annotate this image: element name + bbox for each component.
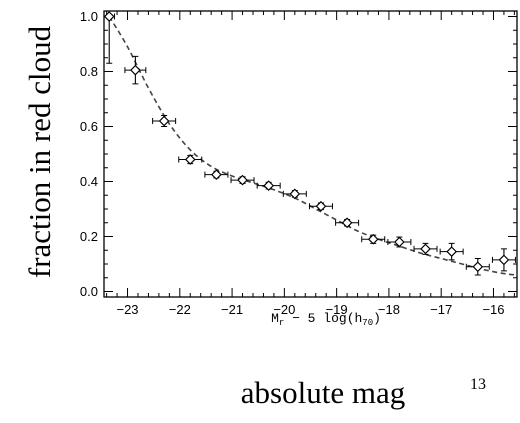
- y-tick-label: 1.0: [80, 9, 98, 24]
- diamond-marker: [211, 169, 222, 180]
- x-tick-label: −16: [482, 302, 504, 317]
- x-tick-label: −19: [326, 302, 348, 317]
- caption: absolute mag: [241, 375, 405, 410]
- data-point: [152, 115, 177, 127]
- diamond-marker: [263, 180, 275, 191]
- x-tick-label: −22: [169, 302, 191, 317]
- diamond-marker: [104, 11, 115, 22]
- y-tick-label: 0.4: [80, 174, 98, 189]
- data-point: [104, 11, 115, 64]
- diamond-marker: [130, 64, 141, 76]
- data-point: [387, 236, 412, 248]
- axes: −23 −22 −21 −20 −19 −18 −17 −16 0.0 0.2 0.4 0.6 0.8 1…: [80, 9, 518, 317]
- data-point: [204, 169, 229, 180]
- y-tick-label: 0.6: [80, 119, 98, 134]
- fit-curve: [108, 16, 517, 276]
- data-point: [178, 154, 203, 165]
- data-point: [282, 188, 307, 200]
- y-tick-label: 0.0: [80, 284, 98, 299]
- diamond-marker: [367, 233, 379, 245]
- series-points: [104, 11, 516, 276]
- diamond-marker: [472, 261, 484, 273]
- data-point: [124, 55, 147, 85]
- y-tick-label: 0.8: [80, 64, 98, 79]
- y-tick-label: 0.2: [80, 229, 98, 244]
- data-point: [465, 258, 490, 276]
- diamond-marker: [420, 243, 431, 255]
- x-tick-label: −20: [273, 302, 295, 317]
- data-point: [230, 174, 255, 186]
- x-axis-label: Mr − 5 log(h70): [271, 311, 381, 328]
- diamond-marker: [498, 254, 510, 266]
- x-tick-label: −21: [221, 302, 243, 317]
- data-point: [361, 233, 386, 245]
- diamond-marker: [158, 115, 170, 127]
- diamond-marker: [289, 188, 301, 200]
- data-point: [335, 217, 360, 229]
- data-point: [491, 248, 516, 272]
- diamond-marker: [341, 217, 353, 229]
- diamond-marker: [394, 236, 405, 248]
- diamond-marker: [184, 154, 196, 165]
- diamond-marker: [315, 200, 327, 212]
- y-axis-label: fraction in red cloud: [22, 25, 57, 278]
- x-tick-label: −23: [116, 302, 138, 317]
- plot-area: [108, 16, 517, 276]
- x-tick-label: −18: [378, 302, 400, 317]
- page-number: 13: [470, 376, 486, 393]
- data-point: [413, 242, 438, 255]
- diamond-marker: [237, 174, 248, 186]
- x-tick-label: −17: [430, 302, 452, 317]
- plot-frame: [103, 10, 518, 298]
- data-point: [308, 200, 333, 212]
- data-point: [256, 180, 281, 191]
- diamond-marker: [446, 246, 458, 257]
- data-point: [439, 242, 464, 261]
